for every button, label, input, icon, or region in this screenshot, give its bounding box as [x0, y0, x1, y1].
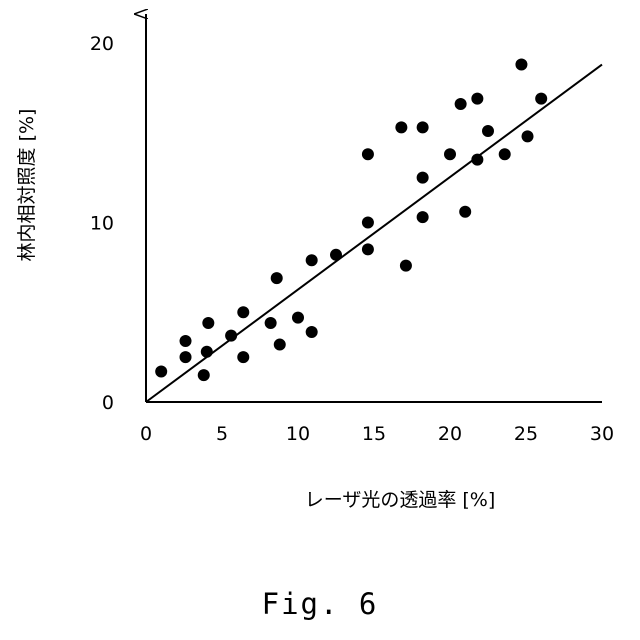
data-point-8: [237, 351, 249, 363]
data-point-9: [237, 306, 249, 318]
data-point-14: [306, 326, 318, 338]
data-point-19: [362, 148, 374, 160]
x-tick-label-25: 25: [514, 423, 538, 445]
data-point-29: [471, 93, 483, 105]
data-point-22: [417, 211, 429, 223]
data-point-6: [202, 317, 214, 329]
x-tick-label-20: 20: [438, 423, 462, 445]
data-point-20: [395, 121, 407, 133]
x-tick-label-0: 0: [140, 423, 152, 445]
data-point-34: [535, 93, 547, 105]
data-point-31: [499, 148, 511, 160]
data-point-23: [417, 172, 429, 184]
figure-caption: Fig. 6: [0, 587, 640, 621]
data-point-24: [417, 121, 429, 133]
data-point-12: [274, 339, 286, 351]
data-point-3: [180, 335, 192, 347]
data-point-2: [180, 351, 192, 363]
data-point-27: [459, 206, 471, 218]
data-point-7: [225, 330, 237, 342]
data-point-18: [362, 217, 374, 229]
y-tick-labels: 0 10 20: [90, 33, 114, 414]
x-tick-label-15: 15: [362, 423, 386, 445]
data-point-28: [471, 154, 483, 166]
data-point-26: [455, 98, 467, 110]
data-point-16: [330, 249, 342, 261]
data-point-1: [155, 365, 167, 377]
data-point-30: [482, 125, 494, 137]
y-tick-label-10: 10: [90, 213, 114, 235]
data-point-17: [362, 243, 374, 255]
x-tick-label-30: 30: [590, 423, 614, 445]
data-point-25: [444, 148, 456, 160]
x-axis-label: レーザ光の透過率 [%]: [305, 489, 496, 511]
data-point-5: [201, 346, 213, 358]
data-point-15: [306, 254, 318, 266]
data-point-10: [265, 317, 277, 329]
x-tick-labels: 0 5 10 15 20 25 30: [140, 423, 614, 445]
y-axis-label: 林内相対照度 [%]: [16, 109, 38, 262]
data-point-4: [198, 369, 210, 381]
scatter-chart: 0 5 10 15 20 25 30 0 10 20 レーザ光の透過率 [%] 林内相対照度 […: [0, 0, 640, 580]
data-point-33: [522, 130, 534, 142]
x-tick-label-10: 10: [286, 423, 310, 445]
data-point-32: [515, 59, 527, 71]
x-tick-label-5: 5: [216, 423, 228, 445]
data-point-21: [400, 260, 412, 272]
data-points: [155, 59, 547, 382]
data-point-11: [271, 272, 283, 284]
data-point-13: [292, 312, 304, 324]
y-tick-label-20: 20: [90, 33, 114, 55]
regression-line: [146, 65, 602, 402]
y-tick-label-0: 0: [102, 392, 114, 414]
